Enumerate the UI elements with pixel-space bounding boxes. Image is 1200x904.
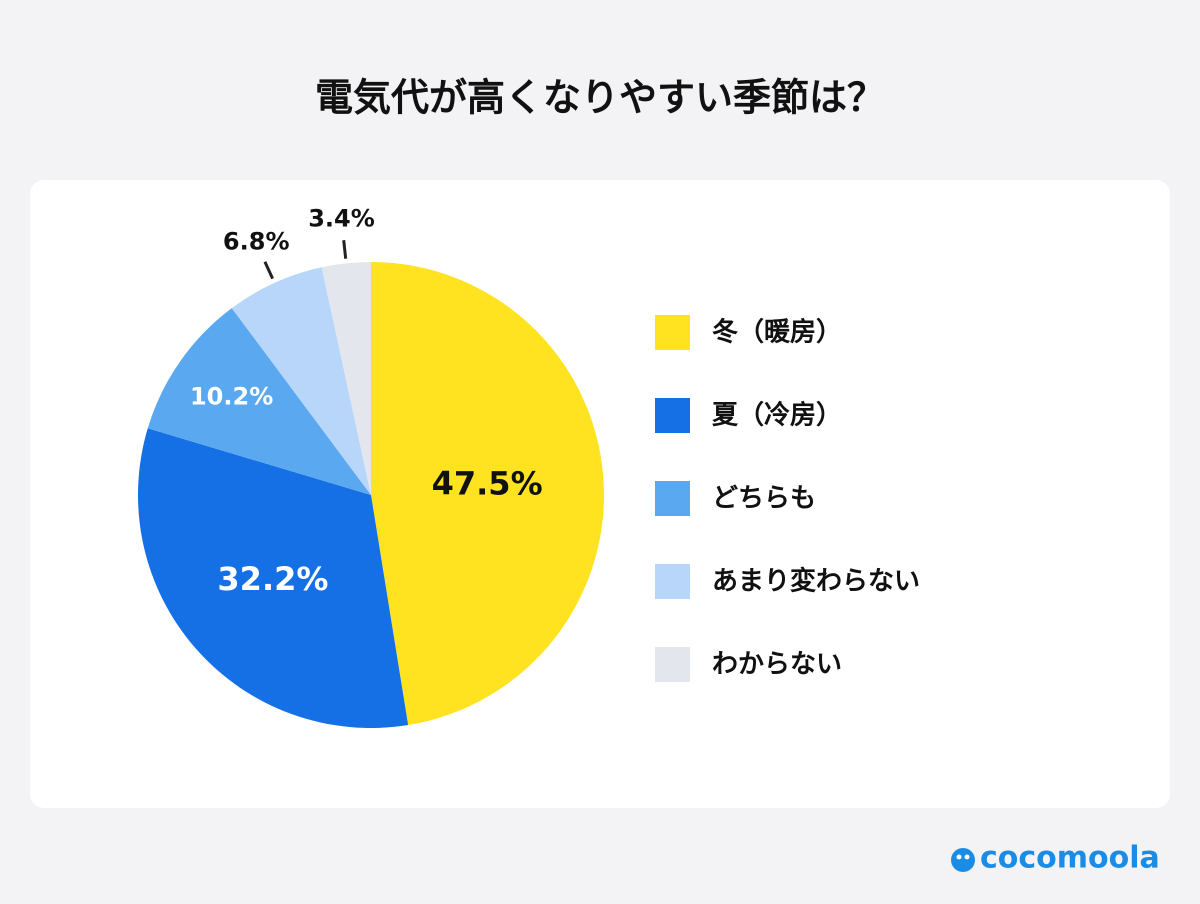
chart-title: 電気代が高くなりやすい季節は？	[315, 76, 885, 120]
legend-label: どちらも	[712, 484, 816, 514]
legend-label: あまり変わらない	[712, 566, 920, 597]
leader-line	[263, 261, 274, 280]
logo-eye	[964, 854, 970, 860]
pie-slice	[371, 262, 604, 726]
brand-name: cocomoola	[980, 841, 1160, 876]
leader-line	[342, 239, 348, 259]
data-label: 10.2%	[190, 383, 273, 411]
legend-swatch	[655, 481, 690, 516]
data-label: 47.5%	[432, 465, 543, 503]
legend-label: 夏（冷房）	[712, 400, 842, 431]
data-label: 6.8%	[223, 228, 290, 256]
legend-swatch	[655, 564, 690, 599]
brand-logo: cocomoola	[951, 841, 1160, 876]
data-label: 32.2%	[217, 560, 328, 598]
pie-slice	[231, 267, 371, 495]
legend-swatch	[655, 315, 690, 350]
pie-slice	[321, 262, 371, 495]
legend-swatch	[655, 398, 690, 433]
pie-slice	[138, 428, 409, 728]
legend-swatch	[655, 647, 690, 682]
legend-label: わからない	[712, 650, 842, 680]
logo-icon	[951, 848, 975, 872]
logo-eye	[956, 854, 962, 860]
pie-slice	[147, 308, 371, 495]
data-label: 3.4%	[308, 204, 375, 232]
legend-label: 冬（暖房）	[712, 318, 842, 348]
